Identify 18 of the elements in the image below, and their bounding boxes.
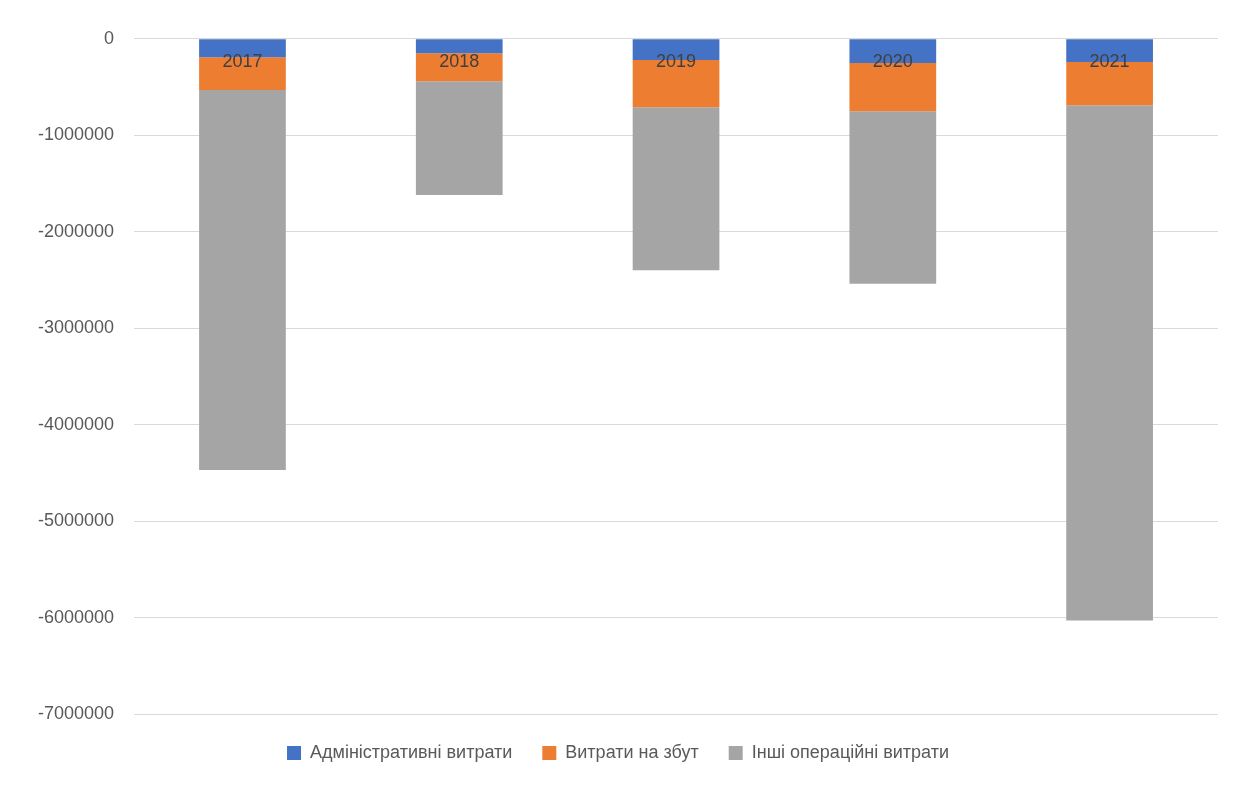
legend-label: Витрати на збут <box>565 741 699 762</box>
bar <box>415 39 503 54</box>
y-tick-label: -6000000 <box>37 606 115 627</box>
bar <box>849 111 937 284</box>
y-tick-label: -7000000 <box>37 702 115 723</box>
y-tick-label: 0 <box>104 27 115 48</box>
y-tick-label: -4000000 <box>37 413 115 434</box>
bar <box>1066 105 1153 621</box>
x-tick-label: 2018 <box>439 50 480 71</box>
y-tick-label: -2000000 <box>37 220 115 241</box>
y-tick-label: -5000000 <box>37 510 115 531</box>
legend-label: Інші операційні витрати <box>751 741 949 762</box>
bar <box>632 107 720 271</box>
legend-label: Адміністративні витрати <box>310 741 513 762</box>
y-tick-label: -1000000 <box>37 124 115 145</box>
y-tick-label: -3000000 <box>37 317 115 338</box>
bar <box>199 89 286 470</box>
bar <box>415 81 503 196</box>
